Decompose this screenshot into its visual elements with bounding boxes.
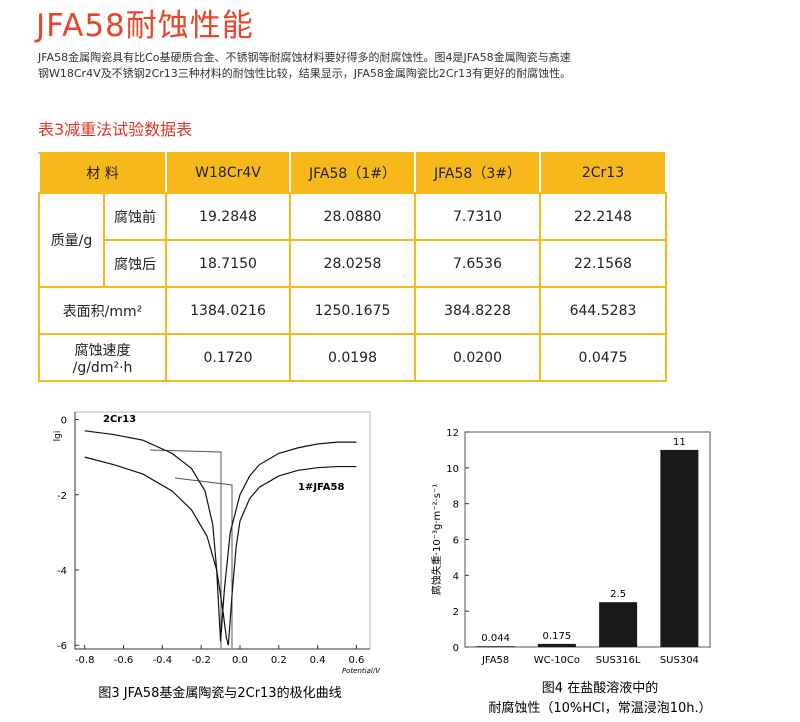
x-tick-label: -0.4 [153,655,173,666]
bar [660,449,699,647]
table-cell: 644.5283 [539,286,667,335]
tafel-line [174,477,233,648]
row-label: 质量/g [38,192,105,288]
bar [537,643,576,647]
header-cell: JFA58（1#） [289,152,416,194]
y-tick-label: -4 [57,566,67,577]
y-tick-label: 4 [453,571,459,582]
curve-label: 2Cr13 [103,414,136,425]
x-tick-label: 0.6 [348,655,364,666]
figure-3: -0.8 -0.6 -0.4 -0.2 0.0 0.2 0.4 0.6 0 -2 -4 -6 lgi Po… [53,411,381,701]
intro-line: 钢W18Cr4V及不锈钢2Cr13三种材料的耐蚀性比较，结果显示，JFA58金属… [38,67,572,80]
x-tick-label: -0.6 [114,655,134,666]
y-tick-label: 6 [453,536,459,547]
x-axis-label: Potential/V [342,667,381,675]
curve [84,456,357,646]
row-sublabel: 腐蚀前 [103,192,167,241]
curve [84,430,357,642]
table-caption: 表3减重法试验数据表 [38,120,193,139]
figure-caption: 耐腐蚀性（10%HCl，常温浸泡10h.） [488,701,711,716]
y-tick-label: 12 [446,428,459,439]
x-tick-label: -0.8 [75,655,95,666]
row-label-line: 质量/g [50,233,93,249]
y-tick-label: 0 [61,416,67,427]
bar [476,646,515,647]
table-cell: 1250.1675 [289,286,416,335]
table-row: 表面积/mm² 1384.0216 1250.1675 384.8228 644.528… [38,286,667,335]
table-cell: 28.0880 [289,192,416,241]
data-table: 材 料 W18Cr4V JFA58（1#） JFA58（3#） 2Cr13 质量/g 腐蚀前… [38,152,667,382]
y-tick-label: 0 [453,643,459,654]
table-cell: 19.2848 [165,192,291,241]
header-cell: 材 料 [38,152,167,194]
table-cell: 0.0200 [414,333,541,382]
page-title: JFA58耐蚀性能 [36,8,254,44]
table-cell: 384.8228 [414,286,541,335]
x-tick-label: WC-10Co [534,655,580,666]
table-cell: 22.2148 [539,192,667,241]
row-sublabel: 腐蚀后 [103,239,167,288]
table-cell: 0.0475 [539,333,667,382]
table-cell: 18.7150 [165,239,291,288]
x-tick-label: 0.2 [271,655,287,666]
intro-line: JFA58金属陶瓷具有比Co基硬质合金、不锈钢等耐腐蚀材料要好得多的耐腐蚀性。图… [38,51,571,64]
intro: JFA58金属陶瓷具有比Co基硬质合金、不锈钢等耐腐蚀材料要好得多的耐腐蚀性。图… [38,50,571,82]
y-tick-label: 8 [453,500,459,511]
row-label: 腐蚀速度/g/dm²·h [38,333,167,382]
row-label-line: 腐蚀速度 [74,342,131,359]
curve-label: 1#JFA58 [298,482,344,493]
row-label-line: /g/dm²·h [72,359,133,376]
y-axis-label: lgi [53,431,63,442]
table-cell: 7.6536 [414,239,541,288]
x-tick-label: -0.2 [191,655,211,666]
value-label: 0.044 [481,633,510,644]
table-row: 腐蚀后 18.7150 28.0258 7.6536 22.1568 [39,239,667,288]
x-tick-label: 0.0 [232,655,248,666]
tafel-line [149,449,222,648]
table-row: 腐蚀速度/g/dm²·h 0.1720 0.0198 0.0200 0.0475 [38,333,667,382]
table-row: 质量/g 腐蚀前 19.2848 28.0880 7.7310 22.2148 [38,192,667,288]
value-label: 0.175 [543,631,572,642]
bar [599,602,638,647]
value-label: 11 [673,437,686,448]
y-tick-label: 10 [446,464,459,475]
table-cell: 0.0198 [289,333,416,382]
x-tick-label: SUS304 [660,655,699,666]
header-cell: W18Cr4V [165,152,291,194]
header-row: 材 料 W18Cr4V JFA58（1#） JFA58（3#） 2Cr13 [38,152,667,194]
y-tick-label: -2 [57,491,67,502]
row-label-line: 表面积/mm² [62,303,143,320]
table-cell: 22.1568 [539,239,667,288]
value-label: 2.5 [610,589,626,600]
header-cell: 2Cr13 [539,152,667,194]
figure-caption: 图3 JFA58基金属陶瓷与2Cr13的极化曲线 [98,685,341,701]
figure-caption: 图4 在盐酸溶液中的 [542,680,658,696]
y-tick-label: 2 [453,607,459,618]
table-cell: 0.1720 [165,333,291,382]
y-axis-label: 腐蚀失重·10⁻³g·m⁻²·s⁻¹ [430,484,443,595]
x-tick-label: SUS316L [596,655,641,666]
x-tick-label: 0.4 [310,655,326,666]
x-tick-label: JFA58 [481,655,509,666]
table-cell: 28.0258 [289,239,416,288]
figure-4: 0 2 4 6 8 10 12 腐蚀失重·10⁻³g·m⁻²·s⁻¹ 0.044 JFA58 0.1… [430,428,712,716]
header-cell: JFA58（3#） [414,152,541,194]
table-cell: 7.7310 [414,192,541,241]
row-label: 表面积/mm² [38,286,167,335]
y-tick-label: -6 [57,641,67,652]
table-cell: 1384.0216 [165,286,291,335]
